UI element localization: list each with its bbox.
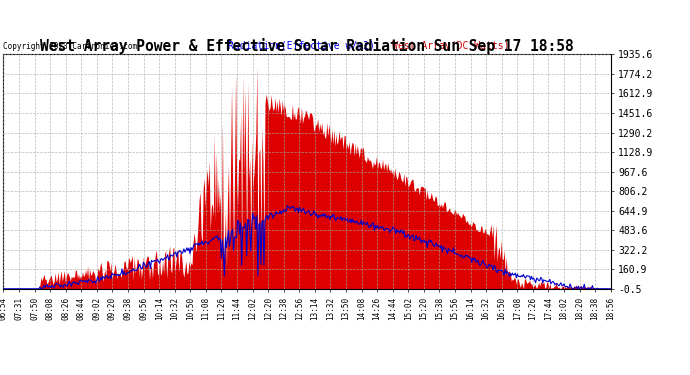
Text: West Array(DC Watts): West Array(DC Watts) xyxy=(392,41,509,51)
Text: Radiation(Effective w/m2): Radiation(Effective w/m2) xyxy=(228,41,375,51)
Title: West Array Power & Effective Solar Radiation Sun Sep 17 18:58: West Array Power & Effective Solar Radia… xyxy=(40,38,574,54)
Text: Copyright 2023 Cartronics.com: Copyright 2023 Cartronics.com xyxy=(3,42,137,51)
